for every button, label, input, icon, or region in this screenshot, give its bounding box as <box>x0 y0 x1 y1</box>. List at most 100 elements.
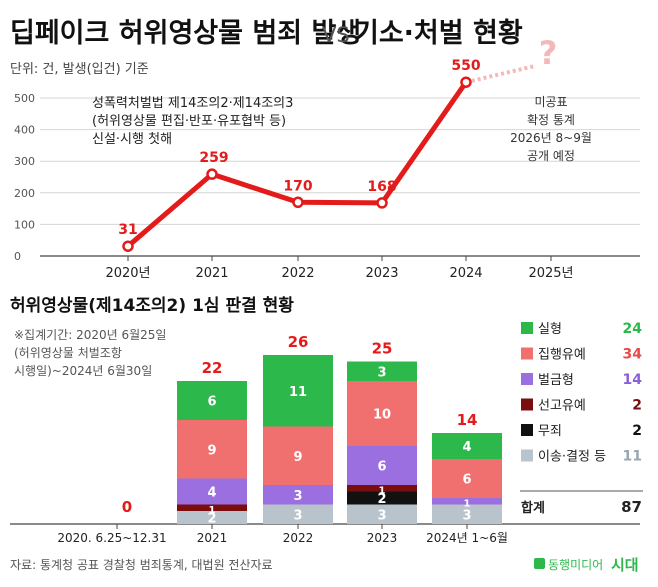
data-point <box>460 76 472 88</box>
x-tick-label: 2023 <box>365 266 398 281</box>
bar-segment <box>177 511 247 524</box>
data-label: 550 <box>451 58 480 74</box>
segment-label: 2 <box>207 512 216 527</box>
data-point <box>376 197 388 209</box>
period-note-3: 시행일)~2024년 6월30일 <box>14 363 152 378</box>
unknown-line-1: 미공표 <box>534 95 567 109</box>
legend-value: 24 <box>623 321 643 337</box>
bar-total-label: 0 <box>122 498 132 516</box>
legend-swatch <box>521 449 533 462</box>
legend-swatch <box>521 398 533 411</box>
bar-chart-title: 허위영상물(제14조의2) 1심 판결 현황 <box>10 296 294 316</box>
segment-label: 4 <box>207 486 216 501</box>
y-tick-label: 100 <box>14 218 35 231</box>
unknown-line-4: 공개 예정 <box>527 149 575 163</box>
unknown-line-2: 확정 통계 <box>527 113 575 127</box>
segment-label: 1 <box>464 498 471 509</box>
annotation-line-1: 성폭력처벌법 제14조의2·제14조의3 <box>92 96 293 111</box>
question-mark-icon: ? <box>539 34 558 72</box>
annotation-line-2: (허위영상물 편집·반포·유포협박 등) <box>92 114 286 129</box>
bar-category-label: 2021 <box>197 531 228 545</box>
legend-value: 14 <box>623 372 643 388</box>
bar-segment <box>263 504 333 524</box>
data-label: 168 <box>367 179 396 195</box>
unknown-line-3: 2026년 8~9월 <box>510 131 592 145</box>
bar-segment <box>347 381 417 446</box>
bar-total-label: 14 <box>457 411 478 429</box>
unknown-2025: ? 미공표 확정 통계 2026년 8~9월 공개 예정 <box>510 34 592 163</box>
bar-category-label: 2022 <box>283 531 314 545</box>
segment-label: 9 <box>293 450 302 465</box>
segment-label: 6 <box>377 460 386 475</box>
legend-swatch <box>521 322 533 334</box>
bar-category-label: 2020. 6.25~12.31 <box>57 531 166 545</box>
legend-value: 34 <box>623 347 643 363</box>
page-title: 딥페이크 허위영상물 범죄 발생 <box>10 18 361 49</box>
logo-icon <box>534 558 545 569</box>
legend-value: 2 <box>632 398 642 414</box>
x-tick-label: 2025년 <box>528 266 573 281</box>
bar-segment <box>177 381 247 420</box>
segment-label: 3 <box>377 365 386 380</box>
legend: 실형 24 집행유예 34 벌금형 14 선고유예 2 무죄 2 이송·결정 등 11 합계 87 <box>520 321 643 516</box>
legend-swatch <box>521 347 533 360</box>
bar-segment <box>432 459 502 498</box>
segment-label: 3 <box>462 508 471 523</box>
x-tick-label: 2024 <box>449 266 482 281</box>
total-label: 합계 <box>521 500 545 516</box>
line-chart-grid: 0 100 200 300 400 500 2020년 2021 2022 2023 2024 202… <box>14 92 640 281</box>
bar-segment <box>347 491 417 505</box>
bar-segment <box>347 446 417 485</box>
bar-segment <box>347 485 417 492</box>
data-point <box>206 168 218 180</box>
bar-total-label: 26 <box>288 333 309 351</box>
total-value: 87 <box>621 498 642 516</box>
source-note: 자료: 통계청 공표 경찰청 범죄통계, 대법원 전산자료 <box>10 558 273 572</box>
page-title-2: 기소·처벌 현황 <box>354 18 523 49</box>
segment-label: 10 <box>373 408 391 423</box>
y-tick-label: 400 <box>14 124 35 137</box>
bar-segment <box>263 485 333 505</box>
legend-swatch <box>521 373 533 385</box>
legend-value: 2 <box>632 423 642 439</box>
line-chart-marks: 31 259 170 168 550 <box>118 58 536 252</box>
bar-segment <box>177 478 247 505</box>
segment-label: 6 <box>462 473 471 488</box>
segment-label: 3 <box>293 489 302 504</box>
title-vs: VS <box>322 23 350 47</box>
bar-category-label: 2024년 1~6월 <box>426 531 508 545</box>
bar-total-label: 25 <box>372 340 393 358</box>
data-point <box>292 196 304 209</box>
bar-segment <box>432 433 502 459</box>
legend-swatch <box>521 424 533 436</box>
y-tick-label: 500 <box>14 92 35 105</box>
period-note-1: ※집계기간: 2020년 6월25일 <box>14 328 166 342</box>
segment-label: 1 <box>379 485 386 496</box>
segment-label: 11 <box>289 385 307 400</box>
bar-segment <box>347 504 417 524</box>
line-chart-annotation: 성폭력처벌법 제14조의2·제14조의3 (허위영상물 편집·반포·유포협박 등… <box>92 96 293 147</box>
y-tick-label: 300 <box>14 155 35 168</box>
legend-label: 집행유예 <box>538 347 586 363</box>
x-tick-label: 2020년 <box>105 266 150 281</box>
bar-segment <box>177 504 247 511</box>
bar-segment <box>177 420 247 479</box>
data-label: 170 <box>283 178 312 194</box>
segment-label: 2 <box>377 492 386 507</box>
legend-value: 11 <box>623 449 642 465</box>
y-tick-label: 0 <box>14 250 21 263</box>
segment-label: 3 <box>293 508 302 523</box>
logo-suffix: 시대 <box>611 556 639 574</box>
segment-label: 1 <box>209 505 216 516</box>
bar-category-label: 2023 <box>367 531 398 545</box>
logo-text: 동행미디어 <box>548 557 603 572</box>
unit-label: 단위: 건, 발생(입건) 기준 <box>10 62 149 77</box>
legend-label: 선고유예 <box>538 399 586 414</box>
x-tick-label: 2022 <box>281 266 314 281</box>
legend-label: 벌금형 <box>538 373 574 388</box>
y-tick-label: 200 <box>14 187 35 200</box>
data-point <box>122 240 134 252</box>
